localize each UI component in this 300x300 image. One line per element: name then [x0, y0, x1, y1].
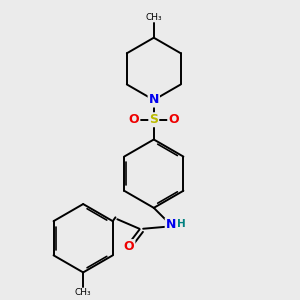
Text: H: H — [177, 219, 186, 229]
Text: O: O — [124, 240, 134, 253]
Text: O: O — [129, 113, 140, 126]
Text: N: N — [166, 218, 176, 231]
Text: O: O — [168, 113, 179, 126]
Text: S: S — [149, 113, 158, 126]
Text: CH₃: CH₃ — [146, 13, 162, 22]
Text: CH₃: CH₃ — [75, 288, 92, 297]
Text: N: N — [148, 94, 159, 106]
